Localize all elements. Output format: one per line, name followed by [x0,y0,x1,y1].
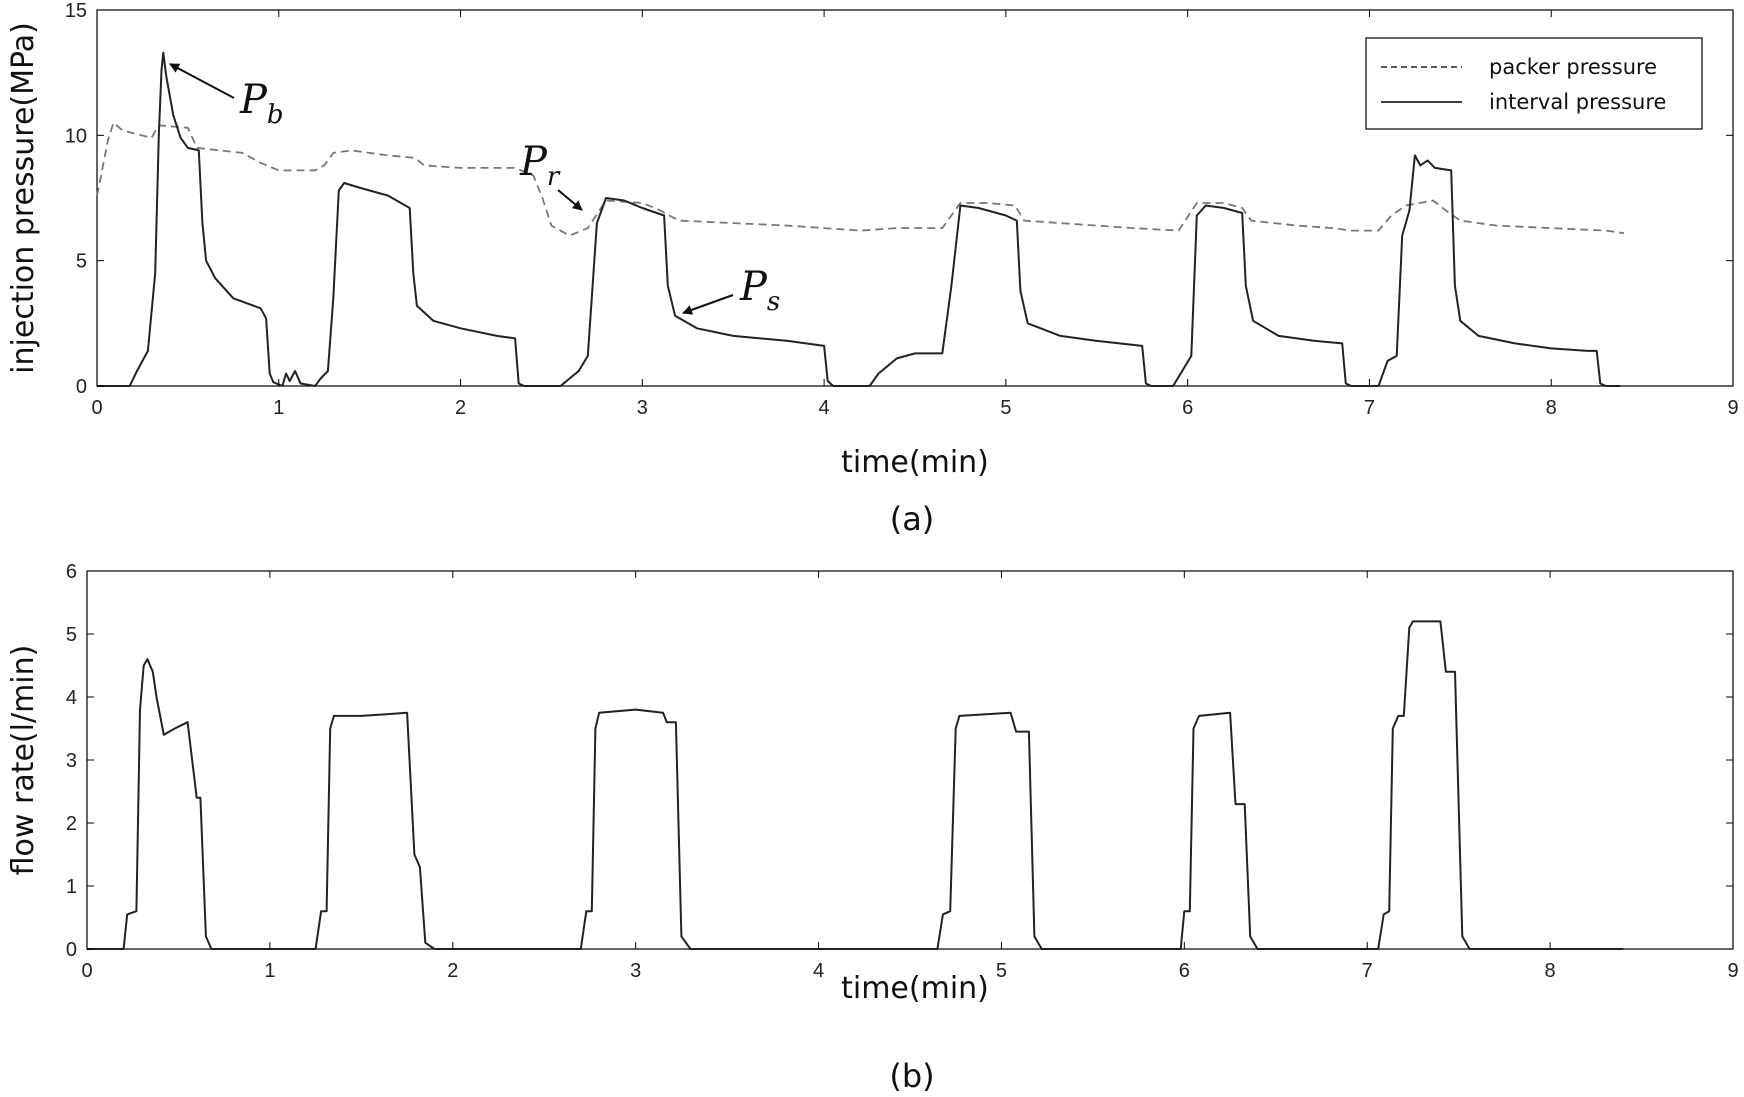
annotation-ps: Ps [682,264,780,317]
legend-label-packer: packer pressure [1489,55,1657,79]
legend: packer pressure interval pressure [1365,37,1703,130]
x-tick-label-b-8: 8 [1545,960,1556,982]
tick-group-b: 0 1 2 3 4 5 6 7 8 9 0 1 2 3 4 5 6 [66,561,1739,982]
x-tick-label-a-2: 2 [455,397,466,419]
annotation-pb: Pb [169,63,284,130]
annotation-ps-label: Ps [739,264,780,317]
y-tick-label-b-3: 3 [66,750,77,772]
y-axis-title-a: injection pressure(MPa) [6,22,41,374]
annotation-pr-arrow [557,189,583,211]
panel-label-a: (a) [890,500,935,538]
tick-group-a: 0 1 2 3 4 5 6 7 8 9 0 5 10 15 [65,0,1739,419]
y-tick-label-b-4: 4 [66,687,77,709]
x-tick-label-a-8: 8 [1546,397,1557,419]
y-tick-label-a-3: 15 [65,0,87,22]
legend-box [1365,37,1703,130]
y-tick-label-b-0: 0 [66,939,77,961]
y-tick-label-a-1: 5 [76,251,87,273]
y-tick-label-a-2: 10 [65,125,87,147]
x-tick-label-b-6: 6 [1179,960,1190,982]
series-line-a-packer-pressure [96,121,1625,237]
y-tick-label-b-5: 5 [66,624,77,646]
x-tick-label-b-3: 3 [630,960,641,982]
y-tick-label-b-1: 1 [66,876,77,898]
legend-label-interval: interval pressure [1489,90,1666,114]
x-axis-title-b: time(min) [841,971,989,1006]
x-tick-label-b-1: 1 [264,960,275,982]
series-line-b-flow-rate [87,620,1624,950]
x-tick-label-b-5: 5 [996,960,1007,982]
plot-frame-b [86,570,1734,950]
y-tick-label-b-6: 6 [66,561,77,583]
annotation-pb-arrow [169,63,235,99]
x-tick-label-a-5: 5 [1000,397,1011,419]
x-tick-label-b-7: 7 [1362,960,1373,982]
x-tick-label-b-0: 0 [81,960,92,982]
y-tick-label-a-0: 0 [76,376,87,398]
x-axis-title-a: time(min) [841,445,989,480]
series-group-b [87,620,1624,950]
panel-label-b: (b) [889,1057,934,1095]
series-line-a-interval-pressure [97,51,1621,387]
x-tick-label-a-3: 3 [637,397,648,419]
x-tick-label-a-6: 6 [1182,397,1193,419]
series-group-a [96,51,1625,387]
x-tick-label-b-9: 9 [1727,960,1738,982]
panel-b-flow-chart: 0 1 2 3 4 5 6 7 8 9 0 1 2 3 4 5 6 time(min) flow rate(l/… [6,561,1739,1095]
x-tick-label-a-1: 1 [273,397,284,419]
panel-a-pressure-chart: 0 1 2 3 4 5 6 7 8 9 0 5 10 15 time(min) injection pre… [6,0,1739,538]
x-tick-label-a-0: 0 [91,397,102,419]
x-tick-label-b-4: 4 [813,960,824,982]
y-axis-title-b: flow rate(l/min) [6,645,41,876]
plot-frame-a [96,9,1734,387]
annotation-pr-label: Pr [519,139,561,192]
annotation-pb-label: Pb [239,77,284,130]
x-tick-label-b-2: 2 [447,960,458,982]
y-tick-label-b-2: 2 [66,813,77,835]
annotation-ps-arrow [682,294,734,315]
annotation-pr: Pr [519,139,583,211]
x-tick-label-a-9: 9 [1727,397,1738,419]
x-tick-label-a-7: 7 [1364,397,1375,419]
x-tick-label-a-4: 4 [819,397,830,419]
